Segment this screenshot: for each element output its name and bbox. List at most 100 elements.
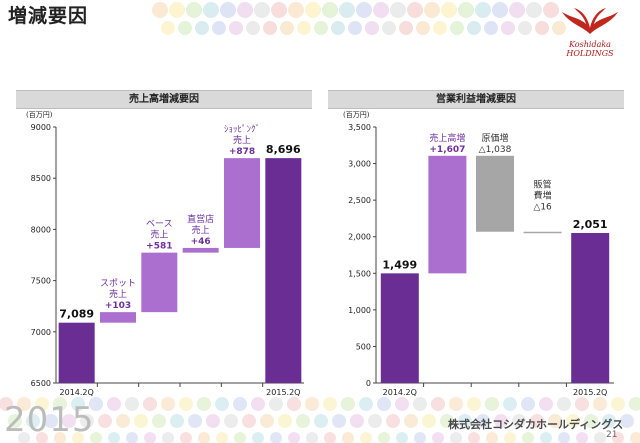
dot [492, 2, 508, 18]
dot [629, 397, 640, 411]
dot [237, 2, 253, 18]
dot [530, 414, 544, 428]
dot [332, 414, 346, 428]
dot [468, 432, 480, 443]
dot [306, 432, 318, 443]
dot [116, 414, 130, 428]
bird-logo-icon [562, 8, 618, 34]
dot [179, 397, 193, 411]
dot [242, 414, 256, 428]
dot [125, 397, 139, 411]
dot [365, 21, 379, 35]
dot [407, 2, 423, 18]
dot [98, 414, 112, 428]
dot [80, 414, 94, 428]
dot [414, 432, 426, 443]
dot [254, 2, 270, 18]
dot [360, 432, 372, 443]
dot [575, 397, 589, 411]
dot [188, 414, 202, 428]
dot [433, 21, 447, 35]
sales-bar-5 [265, 158, 302, 383]
dot [54, 432, 66, 443]
dot [134, 414, 148, 428]
profit-y-tick-label: 3,500 [348, 123, 371, 132]
dot [342, 432, 354, 443]
dot [512, 414, 526, 428]
sales-value-label: 8,696 [266, 143, 301, 156]
dot [558, 432, 570, 443]
dot [195, 21, 209, 35]
profit-y-tick-label: 500 [356, 342, 371, 351]
dot [251, 397, 265, 411]
dot [484, 21, 498, 35]
dot [180, 432, 192, 443]
dot [203, 2, 219, 18]
dot [297, 21, 311, 35]
sales-bar-1 [100, 312, 136, 323]
profit-step-label: △1,038 [479, 145, 512, 155]
dot [263, 21, 277, 35]
dot [269, 397, 283, 411]
dot [404, 414, 418, 428]
dot [450, 432, 462, 443]
dot [594, 432, 606, 443]
sales-y-tick-label: 8000 [31, 225, 51, 234]
sales-category-label: 2014.2Q [60, 388, 94, 397]
sales-y-tick-label: 7000 [31, 328, 51, 337]
profit-step-label: 売上高増 [429, 132, 465, 144]
dot [467, 21, 481, 35]
dot [399, 21, 413, 35]
dot [143, 397, 157, 411]
profit-category-label: 2014.2Q [383, 388, 417, 397]
logo-name: Koshidaka [569, 40, 611, 49]
sales-step-label: ベース [146, 220, 173, 230]
dot [552, 21, 566, 35]
profit-step-label: △16 [533, 203, 552, 213]
profit-step-label: 原価増 [481, 132, 508, 144]
dot [220, 2, 236, 18]
profit-value-label: 2,051 [573, 218, 608, 231]
dot [535, 21, 549, 35]
page-title: 増減要因 [8, 5, 89, 27]
dot [234, 432, 246, 443]
dot [278, 414, 292, 428]
dot [152, 414, 166, 428]
dot [584, 414, 598, 428]
sales-step-label: +103 [105, 301, 131, 311]
dot [90, 432, 102, 443]
sales-step-label: +581 [146, 242, 172, 252]
dot [566, 414, 580, 428]
dot [178, 21, 192, 35]
dot [186, 2, 202, 18]
dot [611, 397, 625, 411]
dot [386, 414, 400, 428]
dot [503, 397, 517, 411]
profit-y-tick-label: 1,000 [348, 306, 371, 315]
dot [441, 2, 457, 18]
dot [314, 21, 328, 35]
dot [0, 397, 13, 411]
dot [305, 2, 321, 18]
dot [416, 21, 430, 35]
dot [331, 21, 345, 35]
dot [350, 414, 364, 428]
dot [440, 414, 454, 428]
company-logo: Koshidaka HOLDINGS [556, 6, 624, 60]
dot [485, 397, 499, 411]
dot [548, 414, 562, 428]
dot [144, 432, 156, 443]
dot [324, 432, 336, 443]
dot [62, 414, 76, 428]
dot [509, 2, 525, 18]
dot [270, 432, 282, 443]
dot [35, 397, 49, 411]
dot [233, 397, 247, 411]
dot [53, 397, 67, 411]
dot [504, 432, 516, 443]
dot [271, 2, 287, 18]
dot [557, 397, 571, 411]
sales-step-label: +46 [191, 237, 211, 247]
dot [280, 21, 294, 35]
